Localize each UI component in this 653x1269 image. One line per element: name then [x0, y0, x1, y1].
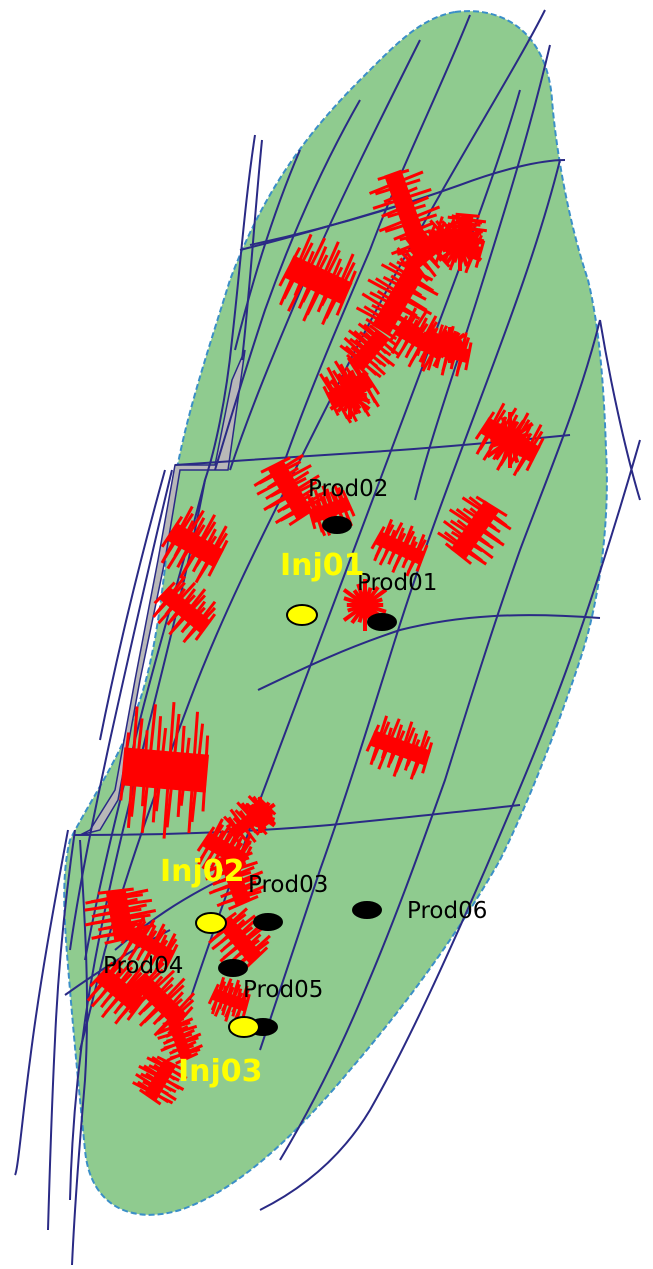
fault-line [14, 829, 69, 1176]
fault-line [234, 149, 301, 351]
fault-line [239, 204, 401, 251]
producer-well-label: Prod05 [243, 977, 323, 1003]
fracture-cluster [132, 1055, 188, 1106]
producer-well-marker [218, 959, 248, 977]
injector-well-label: Inj01 [280, 548, 365, 583]
fault-line [99, 469, 166, 741]
fracture-cluster [370, 518, 429, 577]
fracture-star [244, 797, 276, 833]
injector-well-label: Inj03 [178, 1054, 263, 1089]
fracture-cluster [160, 505, 229, 584]
injector-well-marker [286, 604, 318, 626]
fracture-cluster [86, 954, 153, 1025]
fracture-star [486, 412, 534, 468]
fault-line [414, 44, 551, 501]
producer-well-label: Prod02 [308, 476, 388, 502]
fracture-network [84, 168, 545, 1106]
fracture-star [434, 327, 466, 363]
producer-well-marker [253, 913, 283, 931]
fault-line [279, 319, 601, 1161]
fracture-cluster [278, 233, 357, 326]
fracture-cluster [123, 961, 196, 1037]
producer-well-label: Prod04 [103, 953, 183, 979]
injector-well-marker [228, 1016, 260, 1038]
fracture-cluster [156, 1017, 204, 1065]
producer-well-label: Prod03 [248, 872, 328, 898]
fault-line [259, 439, 641, 1211]
fault-line [257, 614, 601, 691]
fault-line [71, 839, 89, 1266]
fault-line [114, 879, 221, 951]
fracture-cluster [204, 851, 266, 911]
fault-line [284, 14, 471, 461]
producer-well-marker [352, 901, 382, 919]
fault-line [74, 804, 521, 836]
well-markers [195, 516, 397, 1038]
fracture-cluster [208, 907, 271, 972]
fracture-cluster [207, 976, 251, 1024]
fracture-star [329, 371, 371, 419]
fracture-cluster [84, 887, 157, 945]
fracture-cluster [119, 702, 210, 839]
reservoir-body [63, 10, 608, 1216]
producer-well-marker [322, 516, 352, 534]
fault-line [241, 139, 263, 361]
fault-line [599, 319, 641, 501]
fracture-cluster [120, 915, 179, 975]
fracture-cluster [339, 322, 401, 379]
well-labels: Prod02 Prod01 Prod03 Prod06 Prod04 Prod05 Inj0… [103, 476, 487, 1089]
injector-well-marker [195, 912, 227, 934]
producer-well-label: Prod01 [357, 570, 437, 596]
fracture-star [437, 219, 483, 271]
fracture-cluster [365, 715, 434, 780]
fracture-cluster [437, 495, 512, 566]
producer-well-marker [367, 613, 397, 631]
fracture-cluster [152, 575, 217, 644]
producer-well-label: Prod06 [407, 898, 487, 924]
fault-line [47, 829, 76, 1231]
fault-line [214, 99, 361, 471]
fault-line [259, 159, 561, 1051]
injector-well-label: Inj02 [160, 854, 245, 889]
